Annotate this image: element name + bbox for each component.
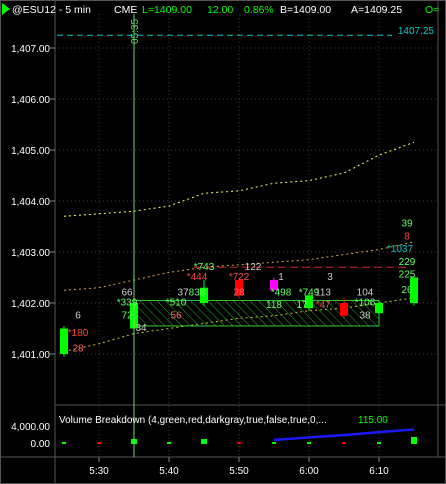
volume-value: 115.00 [358,415,388,426]
annotation-label: 3 [327,272,333,283]
candle-body [200,287,208,303]
header-change-pct: 0.86% [244,4,274,16]
header-change: 12.00 [207,4,233,16]
volume-panel [62,428,417,444]
annotation-label: 8 [404,231,410,242]
volume-bar [342,442,346,444]
candle-body [305,295,313,309]
annotation-label: 118 [266,300,282,311]
annotation-label: 17 [296,300,308,311]
annotation-label: 1 [278,272,284,283]
annotation-label: 66 [121,287,133,298]
annotation-label: *743 [194,262,215,273]
candle-body [410,277,418,303]
annotation-label: *722 [229,272,250,283]
ref-label-bg [392,24,436,37]
header-exchange: CME [114,4,137,16]
time-tick-label: 6:00 [299,466,319,477]
price-tick-label: 1,402.00 [11,299,50,310]
header-suffix: O= [425,4,439,16]
volume-bar-latest [411,437,417,444]
header-last: L=1409.00 [142,4,192,16]
time-tick-label: 5:30 [89,466,109,477]
volume-bar [62,442,66,444]
time-tick-label: 5:50 [229,466,249,477]
volume-axis-zero: 0.00 [31,439,51,450]
price-tick-label: 1,405.00 [11,146,50,157]
candle-body [340,303,348,316]
annotations: 6*1802866*339723437*51056*743*444838122*… [68,219,416,355]
annotation-label: *1037 [387,244,414,255]
annotation-label: *749 [299,287,320,298]
volume-bar [272,442,276,444]
annotation-label: 6 [75,310,81,321]
volume-bar [307,442,311,444]
annotation-label: 229 [399,257,416,268]
annotation-label: *180 [68,328,89,339]
volume-axis-top: 4,000.00 [11,422,50,433]
annotation-label: 838 [189,287,206,298]
candle-body [60,328,68,354]
header-arrow-icon [2,3,10,15]
annotation-label: *339 [117,298,138,309]
upper-band-line [63,141,415,217]
annotation-label: 38 [359,310,371,321]
price-axis: 1,407.00 1,406.00 1,405.00 1,404.00 1,403.00… [11,44,55,361]
ref-line-label: 1407.25 [398,26,435,37]
annotation-label: 225 [399,270,416,281]
annotation-label: 26 [401,285,413,296]
header-bid: B=1409.00 [280,4,331,16]
header-ask: A=1409.25 [351,4,402,16]
volume-bar [97,442,101,444]
annotation-label: 28 [72,343,84,354]
time-tick-label: 6:10 [369,466,389,477]
price-tick-label: 1,403.00 [11,248,50,259]
candle-body [235,280,243,296]
volume-bar-mid [201,439,207,444]
annotation-label: *510 [166,298,187,309]
price-tick-label: 1,401.00 [11,350,50,361]
price-tick-label: 1,406.00 [11,95,50,106]
annotation-label: *106 [355,298,376,309]
volume-bar [167,442,171,444]
price-tick-label: 1,407.00 [11,44,50,55]
annotation-label: *498 [271,287,292,298]
annotation-label: 39 [401,219,413,230]
annotation-label: 34 [135,323,147,334]
annotation-label: 56 [170,310,182,321]
price-tick-label: 1,404.00 [11,197,50,208]
annotation-label: *444 [187,272,208,283]
annotation-label: 72 [121,310,133,321]
cursor-time-label: 05:35 [130,19,141,44]
annotation-label: 113 [315,287,331,298]
grid [55,14,438,457]
volume-title: Volume Breakdown (4,green,red,darkgray,t… [59,415,327,426]
annotation-label: 104 [357,287,374,298]
time-tick-label: 5:40 [159,466,179,477]
volume-line [273,428,415,442]
volume-bar [237,442,241,444]
annotation-label: 28 [233,287,245,298]
annotation-label: 37 [177,287,189,298]
candle-body [270,280,278,291]
annotation-label: *47 [315,300,330,311]
annotation-label: 122 [245,262,262,273]
volume-bar [377,442,381,444]
candle-body [375,303,383,314]
header: @ESU12 - 5 min CME L=1409.00 12.00 0.86%… [2,3,439,16]
time-axis: 5:30 5:40 5:50 6:00 6:10 [89,457,389,477]
header-symbol: @ESU12 - 5 min [12,4,91,16]
